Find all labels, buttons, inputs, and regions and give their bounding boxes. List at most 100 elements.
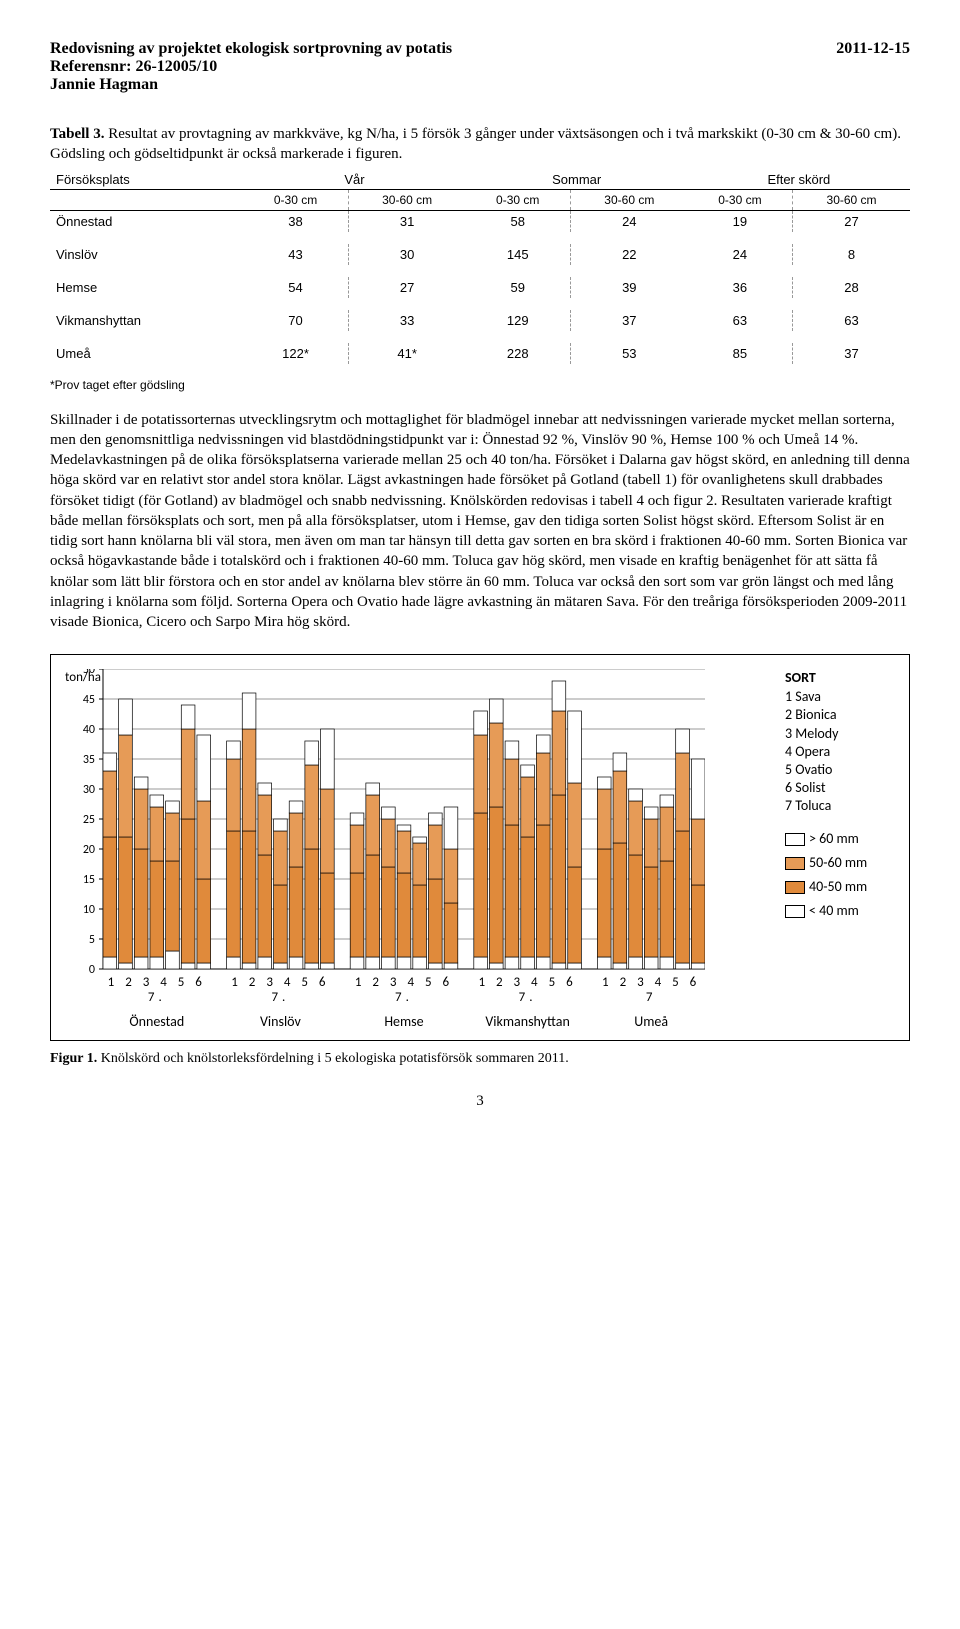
x-site-label: Vinslöv (227, 1013, 335, 1030)
row-label: Vinslöv (50, 244, 243, 265)
cell: 41* (348, 343, 465, 364)
cell: 37 (793, 343, 910, 364)
x-bar-numbers: 1 2 3 4 5 6 7. (350, 975, 458, 1005)
th-sommar: Sommar (466, 169, 688, 190)
figure1-caption-text: Knölskörd och knölstorleksfördelning i 5… (97, 1051, 569, 1066)
legend-size-label: < 40 mm (809, 902, 859, 919)
cell: 31 (348, 210, 465, 232)
svg-text:50: 50 (83, 669, 95, 677)
row-label: Hemse (50, 277, 243, 298)
row-label: Umeå (50, 343, 243, 364)
legend-size-label: 40-50 mm (809, 878, 867, 895)
figure1-chart: ton/ha05101520253035404550 1 2 3 4 5 6 7… (50, 654, 910, 1041)
swatch-icon (785, 881, 805, 894)
th-var: Vår (243, 169, 465, 190)
doc-author: Jannie Hagman (50, 76, 910, 94)
swatch-icon (785, 857, 805, 870)
cell: 38 (243, 210, 348, 232)
doc-date: 2011-12-15 (836, 40, 910, 58)
legend-sort-item: 6 Solist (785, 779, 895, 797)
table-row: Önnestad383158241927 (50, 210, 910, 232)
table-row: Vikmanshyttan7033129376363 (50, 310, 910, 331)
sub-header: 30-60 cm (570, 189, 687, 210)
cell: 53 (570, 343, 687, 364)
svg-text:15: 15 (83, 873, 95, 887)
table3-caption-bold: Tabell 3. (50, 126, 104, 142)
legend-size-item: 40-50 mm (785, 878, 895, 896)
x-bar-numbers: 1 2 3 4 5 6 7 (597, 975, 705, 1005)
sub-header: 0-30 cm (243, 189, 348, 210)
legend-size-item: < 40 mm (785, 902, 895, 920)
svg-text:40: 40 (83, 723, 95, 737)
table3-footnote: *Prov taget efter gödsling (50, 378, 910, 392)
legend-size-item: 50-60 mm (785, 854, 895, 872)
cell: 8 (793, 244, 910, 265)
svg-text:5: 5 (89, 933, 95, 947)
legend-sort-item: 3 Melody (785, 725, 895, 743)
x-bar-numbers: 1 2 3 4 5 6 7. (227, 975, 335, 1005)
doc-title: Redovisning av projektet ekologisk sortp… (50, 40, 452, 58)
table-row: Hemse542759393628 (50, 277, 910, 298)
svg-text:35: 35 (83, 753, 95, 767)
table-row: Vinslöv433014522248 (50, 244, 910, 265)
cell: 36 (688, 277, 793, 298)
chart-legend: SORT 1 Sava2 Bionica3 Melody4 Opera5 Ova… (785, 669, 895, 926)
legend-size-label: > 60 mm (809, 830, 859, 847)
x-site-label: Vikmanshyttan (474, 1013, 582, 1030)
figure1-caption-bold: Figur 1. (50, 1051, 97, 1066)
cell: 63 (688, 310, 793, 331)
sub-header: 30-60 cm (793, 189, 910, 210)
figure1-caption: Figur 1. Knölskörd och knölstorleksförde… (50, 1051, 910, 1067)
cell: 24 (688, 244, 793, 265)
table3-caption: Tabell 3. Resultat av provtagning av mar… (50, 124, 910, 165)
row-label: Vikmanshyttan (50, 310, 243, 331)
svg-text:45: 45 (83, 693, 95, 707)
sub-header: 0-30 cm (466, 189, 571, 210)
cell: 28 (793, 277, 910, 298)
legend-size-label: 50-60 mm (809, 854, 867, 871)
sub-header: 30-60 cm (348, 189, 465, 210)
x-bar-numbers: 1 2 3 4 5 6 7. (474, 975, 582, 1005)
cell: 85 (688, 343, 793, 364)
legend-sort-item: 7 Toluca (785, 797, 895, 815)
cell: 19 (688, 210, 793, 232)
swatch-icon (785, 833, 805, 846)
cell: 63 (793, 310, 910, 331)
cell: 70 (243, 310, 348, 331)
table-row: Umeå122*41*228538537 (50, 343, 910, 364)
row-label: Önnestad (50, 210, 243, 232)
legend-sort-item: 1 Sava (785, 688, 895, 706)
th-efter: Efter skörd (688, 169, 910, 190)
cell: 59 (466, 277, 571, 298)
x-site-label: Hemse (350, 1013, 458, 1030)
cell: 58 (466, 210, 571, 232)
cell: 27 (793, 210, 910, 232)
cell: 27 (348, 277, 465, 298)
chart-svg: ton/ha05101520253035404550 (65, 669, 705, 973)
svg-text:10: 10 (83, 903, 95, 917)
legend-sort-item: 5 Ovatio (785, 761, 895, 779)
sub-header: 0-30 cm (688, 189, 793, 210)
legend-sort-item: 2 Bionica (785, 706, 895, 724)
table3: Försöksplats Vår Sommar Efter skörd 0-30… (50, 169, 910, 376)
x-bar-numbers: 1 2 3 4 5 6 7. (103, 975, 211, 1005)
x-site-label: Önnestad (103, 1013, 211, 1030)
cell: 228 (466, 343, 571, 364)
svg-text:25: 25 (83, 813, 95, 827)
cell: 39 (570, 277, 687, 298)
doc-reference: Referensnr: 26-12005/10 (50, 58, 910, 76)
svg-text:30: 30 (83, 783, 95, 797)
th-plats: Försöksplats (50, 169, 243, 190)
cell: 54 (243, 277, 348, 298)
cell: 24 (570, 210, 687, 232)
swatch-icon (785, 905, 805, 918)
body-paragraph: Skillnader i de potatissorternas utveckl… (50, 410, 910, 633)
cell: 37 (570, 310, 687, 331)
cell: 33 (348, 310, 465, 331)
legend-size-item: > 60 mm (785, 830, 895, 848)
cell: 22 (570, 244, 687, 265)
legend-title: SORT (785, 669, 895, 686)
svg-text:20: 20 (83, 843, 95, 857)
legend-sort-item: 4 Opera (785, 743, 895, 761)
page-number: 3 (50, 1093, 910, 1110)
